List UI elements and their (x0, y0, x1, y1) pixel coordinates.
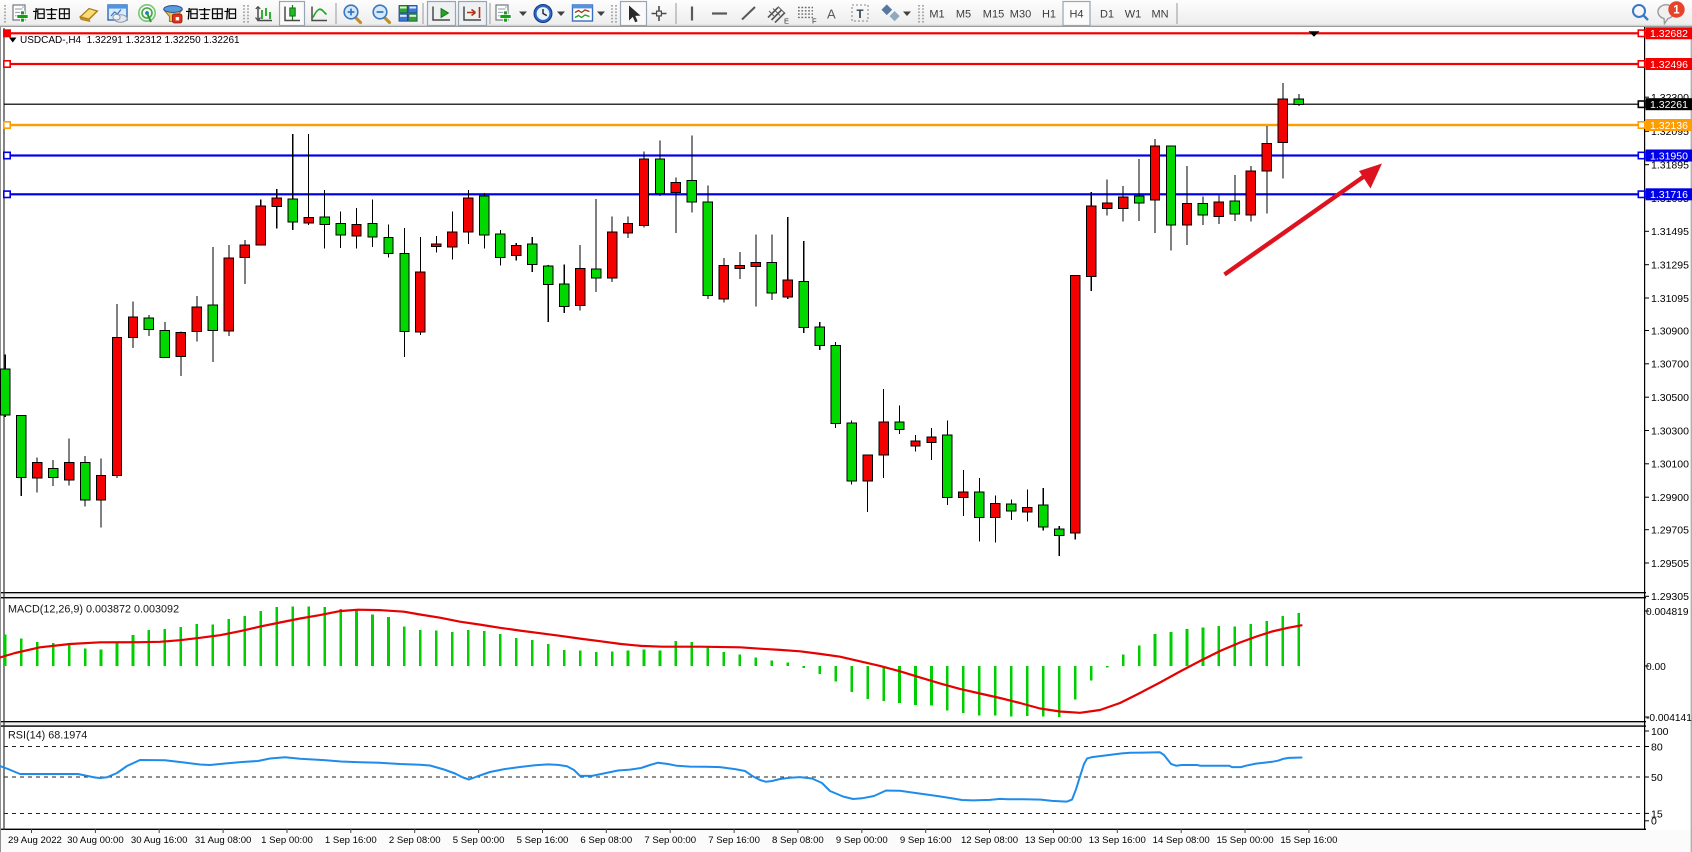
svg-text:30 Aug 16:00: 30 Aug 16:00 (131, 835, 188, 846)
svg-text:1.29705: 1.29705 (1651, 525, 1689, 537)
svg-text:30 Aug 00:00: 30 Aug 00:00 (67, 835, 124, 846)
svg-text:M30: M30 (1010, 9, 1031, 21)
svg-text:F: F (812, 17, 817, 26)
svg-text:0: 0 (1651, 816, 1657, 828)
svg-text:31 Aug 08:00: 31 Aug 08:00 (195, 835, 252, 846)
svg-text:5 Sep 00:00: 5 Sep 00:00 (453, 835, 505, 846)
svg-text:1.32496: 1.32496 (1650, 59, 1688, 71)
svg-text:0.004819: 0.004819 (1646, 607, 1689, 618)
svg-text:1.32682: 1.32682 (1650, 28, 1688, 40)
svg-text:7 Sep 00:00: 7 Sep 00:00 (644, 835, 696, 846)
svg-text:50: 50 (1651, 772, 1663, 784)
svg-text:1.30700: 1.30700 (1651, 359, 1689, 371)
svg-text:M15: M15 (983, 9, 1004, 21)
svg-text:100: 100 (1651, 726, 1669, 738)
svg-text:H1: H1 (1042, 9, 1056, 21)
svg-text:1.30300: 1.30300 (1651, 425, 1689, 437)
svg-text:29 Aug 2022: 29 Aug 2022 (8, 835, 62, 846)
svg-text:1.30100: 1.30100 (1651, 459, 1689, 471)
svg-text:T: T (857, 9, 864, 21)
svg-text:1.29900: 1.29900 (1651, 492, 1689, 504)
svg-text:RSI(14) 68.1974: RSI(14) 68.1974 (8, 730, 87, 742)
svg-text:15 Sep 00:00: 15 Sep 00:00 (1216, 835, 1273, 846)
svg-text:M5: M5 (956, 9, 971, 21)
svg-text:9 Sep 16:00: 9 Sep 16:00 (900, 835, 952, 846)
svg-text:80: 80 (1651, 741, 1663, 753)
svg-text:1 Sep 16:00: 1 Sep 16:00 (325, 835, 377, 846)
svg-text:12 Sep 08:00: 12 Sep 08:00 (961, 835, 1018, 846)
svg-text:13 Sep 16:00: 13 Sep 16:00 (1089, 835, 1146, 846)
svg-text:0.00: 0.00 (1646, 662, 1666, 673)
svg-text:15 Sep 16:00: 15 Sep 16:00 (1280, 835, 1337, 846)
svg-text:M1: M1 (929, 9, 944, 21)
svg-text:5 Sep 16:00: 5 Sep 16:00 (517, 835, 569, 846)
svg-text:8 Sep 08:00: 8 Sep 08:00 (772, 835, 824, 846)
svg-text:E: E (784, 17, 789, 26)
svg-text:H4: H4 (1069, 9, 1083, 21)
svg-text:1.31095: 1.31095 (1651, 293, 1689, 305)
svg-text:1 Sep 00:00: 1 Sep 00:00 (261, 835, 313, 846)
svg-text:1.31295: 1.31295 (1651, 260, 1689, 272)
svg-text:1.31716: 1.31716 (1650, 189, 1688, 201)
svg-text:1.30900: 1.30900 (1651, 325, 1689, 337)
svg-text:D1: D1 (1100, 9, 1114, 21)
svg-text:1.31950: 1.31950 (1650, 150, 1688, 162)
svg-text:A: A (827, 7, 836, 22)
svg-text:14 Sep 08:00: 14 Sep 08:00 (1153, 835, 1210, 846)
svg-text:13 Sep 00:00: 13 Sep 00:00 (1025, 835, 1082, 846)
svg-text:1.32261: 1.32261 (1650, 99, 1688, 111)
svg-text:1: 1 (1673, 5, 1680, 17)
svg-text:1.30500: 1.30500 (1651, 392, 1689, 404)
svg-text:1.31895: 1.31895 (1651, 160, 1689, 172)
svg-text:USDCAD-,H4 1.32291 1.32312 1.: USDCAD-,H4 1.32291 1.32312 1.32250 1.322… (20, 35, 240, 46)
svg-text:1.29505: 1.29505 (1651, 558, 1689, 570)
svg-text:2 Sep 08:00: 2 Sep 08:00 (389, 835, 441, 846)
svg-text:1.32136: 1.32136 (1650, 120, 1688, 132)
svg-text:1.31495: 1.31495 (1651, 226, 1689, 238)
svg-text:MACD(12,26,9) 0.003872 0.00309: MACD(12,26,9) 0.003872 0.003092 (8, 604, 179, 616)
svg-text:6 Sep 08:00: 6 Sep 08:00 (580, 835, 632, 846)
svg-text:MN: MN (1151, 9, 1168, 21)
svg-text:15: 15 (1651, 808, 1663, 820)
svg-text:9 Sep 00:00: 9 Sep 00:00 (836, 835, 888, 846)
svg-text:1.29305: 1.29305 (1651, 591, 1689, 603)
svg-text:7 Sep 16:00: 7 Sep 16:00 (708, 835, 760, 846)
svg-text:-0.004141: -0.004141 (1646, 713, 1692, 724)
svg-text:W1: W1 (1125, 9, 1142, 21)
